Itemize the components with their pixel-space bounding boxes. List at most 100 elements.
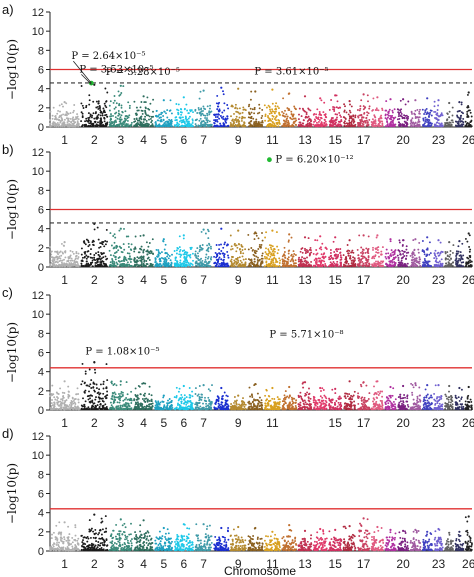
snp-point xyxy=(106,91,109,94)
snp-point xyxy=(109,401,112,404)
snp-point xyxy=(137,109,140,112)
snp-point xyxy=(169,259,172,262)
snp-point xyxy=(137,408,140,411)
snp-point xyxy=(350,124,353,127)
snp-point xyxy=(265,231,268,234)
snp-point xyxy=(449,250,452,252)
snp-point xyxy=(333,262,336,265)
snp-point xyxy=(417,251,420,254)
snp-point xyxy=(468,122,470,125)
snp-point xyxy=(51,384,54,387)
snp-point xyxy=(217,102,220,105)
snp-point xyxy=(97,238,100,241)
snp-point xyxy=(53,405,55,408)
snp-point xyxy=(239,252,242,255)
snp-point xyxy=(77,401,80,404)
snp-point xyxy=(389,253,392,256)
snp-point xyxy=(397,265,400,268)
snp-point xyxy=(417,116,420,119)
snp-point xyxy=(441,262,444,265)
snp-point xyxy=(430,265,432,268)
snp-point xyxy=(322,255,324,258)
snp-point xyxy=(95,252,97,255)
snp-point xyxy=(120,114,123,117)
snp-point xyxy=(277,119,280,121)
snp-point xyxy=(364,251,367,254)
snp-point xyxy=(155,265,157,268)
snp-point xyxy=(127,246,130,248)
snp-point xyxy=(126,123,129,126)
snp-point xyxy=(255,118,258,121)
snp-point xyxy=(273,254,276,257)
snp-peak-point xyxy=(63,380,66,383)
snp-point xyxy=(77,265,80,268)
snp-point xyxy=(115,407,118,409)
snp-point xyxy=(261,108,264,111)
snp-point xyxy=(189,253,192,256)
snp-point xyxy=(445,257,448,260)
chromosome-label: 3 xyxy=(117,133,124,147)
snp-point xyxy=(324,246,327,249)
snp-point xyxy=(97,113,100,116)
snp-point xyxy=(372,264,375,267)
snp-point xyxy=(83,391,86,394)
snp-point xyxy=(125,263,128,266)
snp-point xyxy=(378,264,380,267)
snp-point xyxy=(354,116,357,119)
snp-point xyxy=(122,85,125,88)
snp-point xyxy=(399,123,402,125)
snp-point xyxy=(411,112,413,115)
snp-point xyxy=(167,123,170,126)
snp-point xyxy=(347,113,350,116)
snp-point xyxy=(220,116,223,119)
snp-point xyxy=(52,256,55,259)
snp-point xyxy=(99,403,102,406)
snp-point xyxy=(305,261,308,264)
snp-point xyxy=(109,100,112,103)
snp-point xyxy=(360,251,362,254)
snp-peak-point xyxy=(119,380,122,383)
snp-point xyxy=(338,106,341,109)
snp-point xyxy=(340,115,342,118)
snp-point xyxy=(106,122,109,125)
snp-point xyxy=(385,100,388,103)
snp-point xyxy=(152,110,154,113)
snp-point xyxy=(394,116,397,119)
snp-point xyxy=(149,265,152,268)
snp-point xyxy=(263,255,266,258)
snp-point xyxy=(352,119,355,122)
snp-point xyxy=(85,104,88,107)
snp-point xyxy=(375,236,378,239)
snp-point xyxy=(373,114,376,117)
snp-point xyxy=(53,265,56,268)
snp-point xyxy=(230,245,233,248)
snp-point xyxy=(56,264,58,267)
chromosome-label: 26 xyxy=(462,273,474,287)
snp-point xyxy=(204,121,207,124)
snp-point xyxy=(52,393,55,396)
snp-point xyxy=(336,113,339,116)
snp-point xyxy=(244,124,247,127)
snp-point xyxy=(199,111,202,114)
snp-point xyxy=(298,113,300,116)
snp-peak-point xyxy=(182,234,185,237)
snp-point xyxy=(115,245,118,248)
snp-point xyxy=(227,124,230,127)
snp-point xyxy=(72,109,75,112)
snp-point xyxy=(116,263,119,266)
snp-point xyxy=(368,265,371,267)
y-tick-label: 4 xyxy=(38,224,44,236)
snp-point xyxy=(361,122,364,125)
snp-point xyxy=(180,254,183,257)
snp-point xyxy=(428,241,431,244)
snp-point xyxy=(367,100,369,103)
snp-point xyxy=(272,249,275,252)
snp-point xyxy=(219,122,222,125)
chromosome-label: 15 xyxy=(329,273,343,287)
snp-point xyxy=(119,246,122,249)
snp-point xyxy=(78,408,80,411)
snp-point xyxy=(266,125,269,128)
snp-point xyxy=(236,246,239,249)
snp-point xyxy=(128,114,131,117)
snp-point xyxy=(315,257,318,260)
